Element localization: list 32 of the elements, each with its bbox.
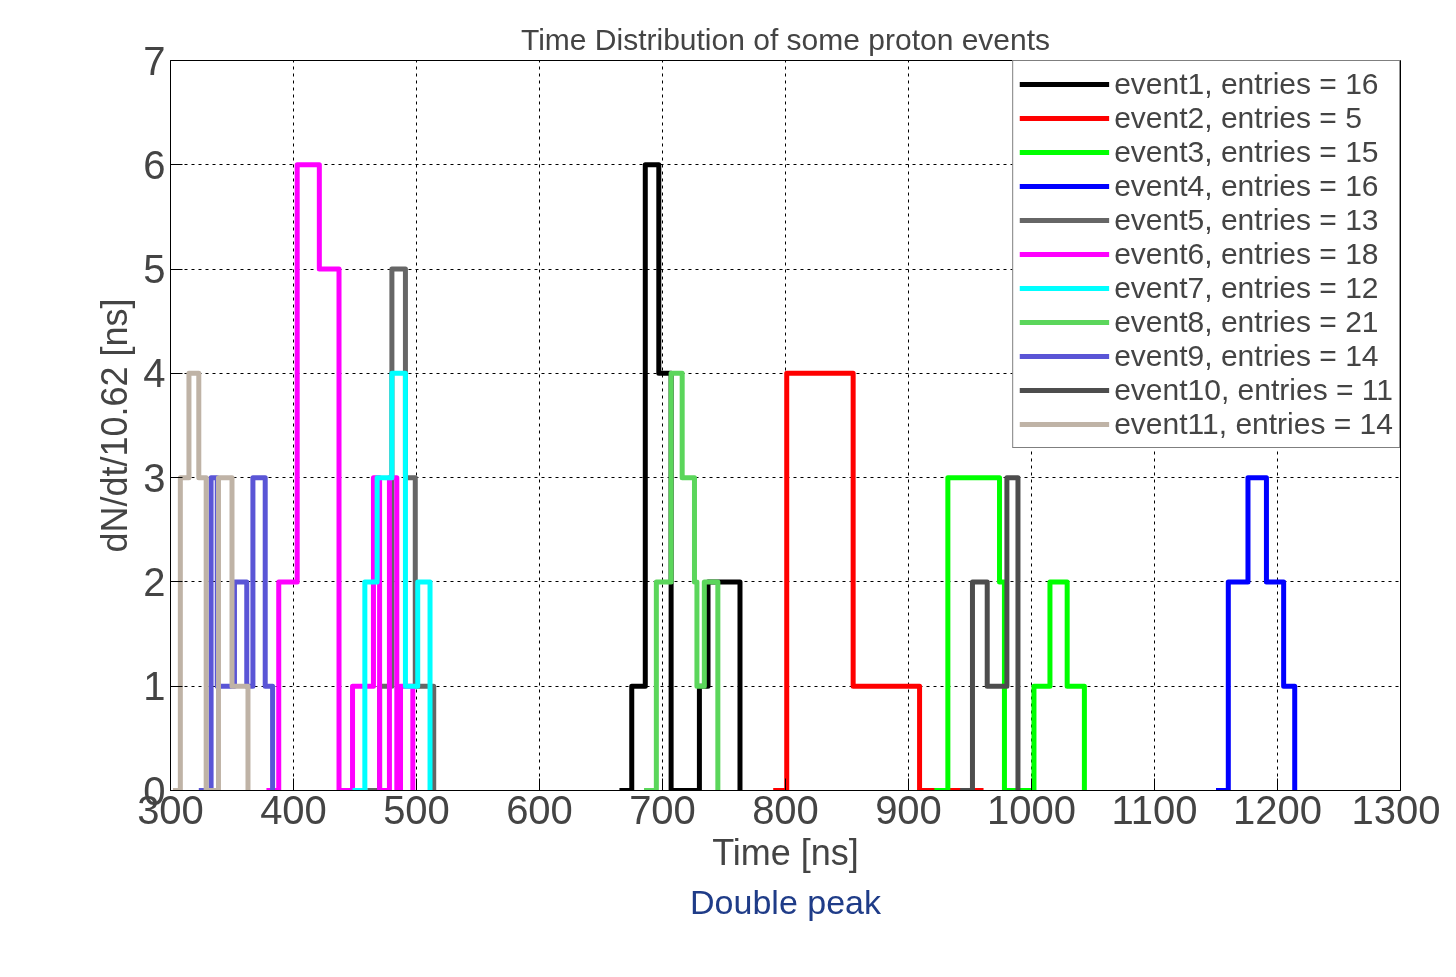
legend-label: event3, entries = 15 (1114, 135, 1379, 169)
x-tick-label: 800 (752, 787, 819, 832)
y-tick-label: 1 (143, 664, 166, 709)
y-tick-label: 2 (143, 559, 166, 604)
legend-label: event9, entries = 14 (1114, 339, 1379, 373)
x-tick-label: 400 (260, 787, 327, 832)
x-tick-label: 700 (629, 787, 696, 832)
legend-label: event6, entries = 18 (1114, 237, 1379, 271)
legend-label: event1, entries = 16 (1114, 67, 1379, 101)
legend-label: event5, entries = 13 (1114, 203, 1379, 237)
y-tick-label: 3 (143, 455, 166, 500)
x-axis-title: Time [ns] (712, 831, 859, 873)
legend-label: event10, entries = 11 (1114, 373, 1393, 407)
legend-label: event7, entries = 12 (1114, 271, 1379, 305)
x-tick-label: 1000 (987, 787, 1076, 832)
legend-label: event2, entries = 5 (1114, 101, 1362, 135)
y-tick-label: 6 (143, 142, 166, 187)
x-tick-label: 500 (383, 787, 450, 832)
legend-label: event11, entries = 14 (1114, 407, 1393, 441)
y-tick-label: 5 (143, 247, 166, 292)
legend-label: event8, entries = 21 (1114, 305, 1379, 339)
x-tick-label: 1200 (1233, 787, 1322, 832)
legend-label: event4, entries = 16 (1114, 169, 1379, 203)
y-tick-label: 4 (143, 351, 166, 396)
chart-title: Time Distribution of some proton events (520, 22, 1051, 56)
y-tick-label: 7 (143, 38, 166, 83)
y-axis-title: dN/dt/10.62 [ns] (94, 298, 136, 553)
text: Double peak (690, 882, 882, 921)
x-tick-label: 1100 (1111, 787, 1198, 832)
x-tick-label: 600 (506, 787, 573, 832)
x-tick-label: 1300 (1351, 787, 1441, 832)
x-tick-label: 900 (875, 787, 942, 832)
